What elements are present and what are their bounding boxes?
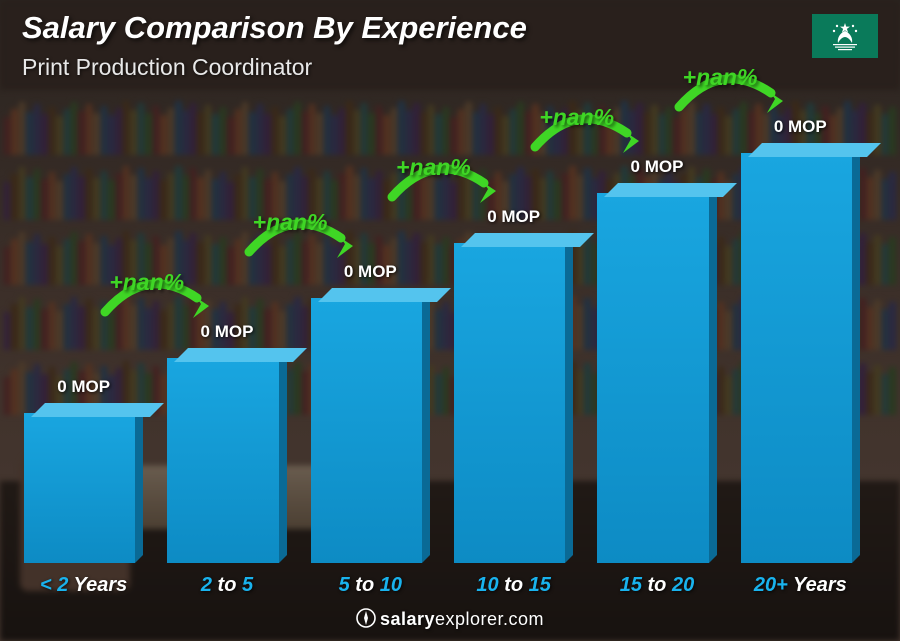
bar-1: +nan%0 MOP <box>167 322 286 563</box>
x-axis-label: 20+ Years <box>741 574 860 597</box>
x-axis-label: 10 to 15 <box>454 574 573 597</box>
x-axis-label: 5 to 10 <box>311 574 430 597</box>
chart-subtitle: Print Production Coordinator <box>22 54 312 81</box>
bar-column <box>454 233 573 563</box>
bar-value-label: 0 MOP <box>57 377 110 397</box>
infographic-content: Salary Comparison By Experience Print Pr… <box>0 0 900 641</box>
macau-flag-icon <box>812 14 878 58</box>
bar-0: 0 MOP <box>24 377 143 563</box>
x-axis: < 2 Years 2 to 5 5 to 10 10 to 15 15 to 20 20… <box>24 574 860 597</box>
x-axis-label: 15 to 20 <box>597 574 716 597</box>
bar-chart: 0 MOP+nan%0 MOP+nan%0 MOP+nan%0 MOP+nan%… <box>24 90 860 563</box>
growth-label: +nan% <box>539 104 614 131</box>
footer-attribution: salaryexplorer.com <box>0 608 900 633</box>
bar-column <box>741 143 860 563</box>
x-axis-label: < 2 Years <box>24 574 143 597</box>
growth-label: +nan% <box>253 209 328 236</box>
growth-label: +nan% <box>109 269 184 296</box>
bar-3: +nan%0 MOP <box>454 207 573 563</box>
chart-title: Salary Comparison By Experience <box>22 10 527 46</box>
bar-2: +nan%0 MOP <box>311 262 430 563</box>
bar-column <box>24 403 143 563</box>
bar-column <box>597 183 716 563</box>
bar-5: +nan%0 MOP <box>741 117 860 563</box>
x-axis-label: 2 to 5 <box>167 574 286 597</box>
bar-4: +nan%0 MOP <box>597 157 716 563</box>
bar-column <box>311 288 430 563</box>
bar-column <box>167 348 286 563</box>
growth-label: +nan% <box>683 64 758 91</box>
compass-icon <box>356 608 376 633</box>
growth-label: +nan% <box>396 154 471 181</box>
